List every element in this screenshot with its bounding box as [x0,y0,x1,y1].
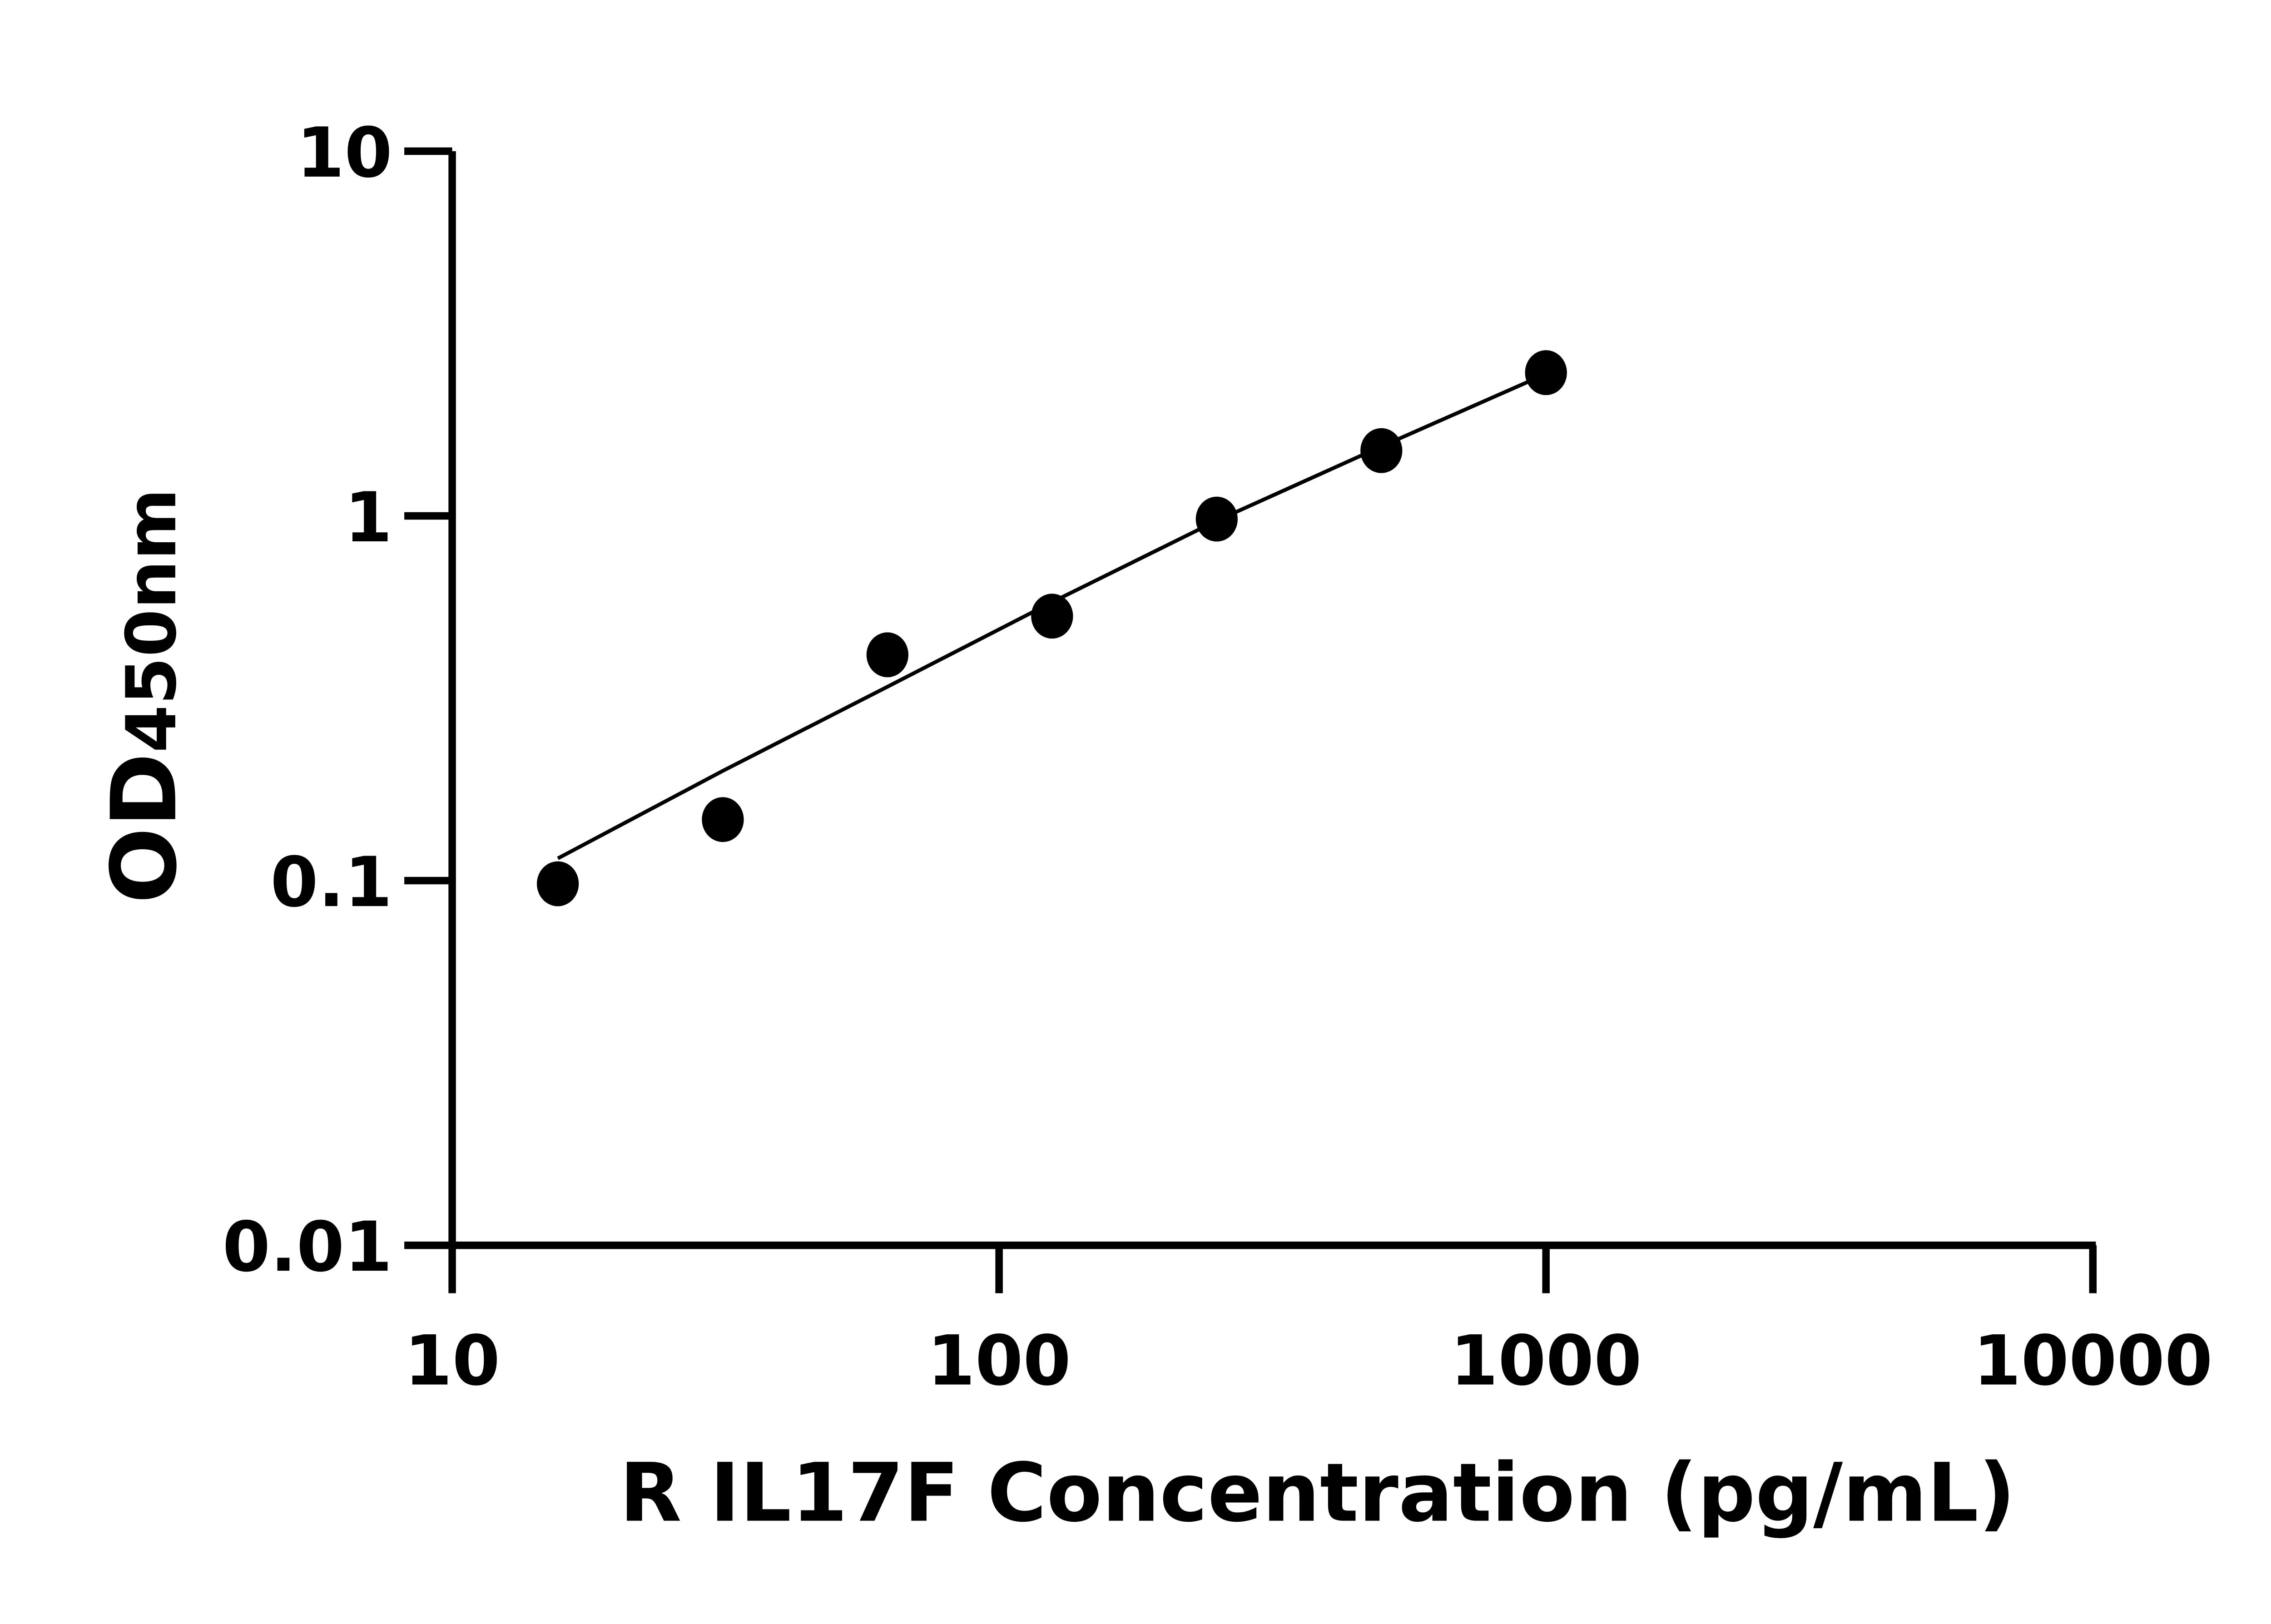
x-axis-label: R IL17F Concentration (pg/mL) [620,1446,2016,1540]
x-tick-label: 1000 [1450,1321,1642,1401]
y-axis-label: OD450nm [92,488,197,904]
data-point [1031,594,1073,639]
y-tick-label: 1 [344,477,392,558]
y-axis-label-main: OD [92,753,197,904]
data-points [536,350,1567,906]
y-tick-label: 10 [297,113,392,193]
x-tick-label: 10 [404,1321,500,1401]
data-point [1195,496,1238,542]
y-tick-label: 0.1 [270,842,392,922]
data-point [1360,428,1403,473]
tick-labels: 10 100 1000 10000 0.01 0.1 1 10 [223,113,2213,1401]
data-point [1525,350,1567,396]
y-axis-label-sub: 450nm [111,488,192,753]
x-tick-label: 10000 [1973,1321,2212,1401]
data-point [866,632,909,678]
x-tick-label: 100 [927,1321,1071,1401]
y-tick-label: 0.01 [223,1207,392,1287]
axes [404,147,2097,1293]
data-point [536,861,579,906]
data-point [702,797,744,842]
